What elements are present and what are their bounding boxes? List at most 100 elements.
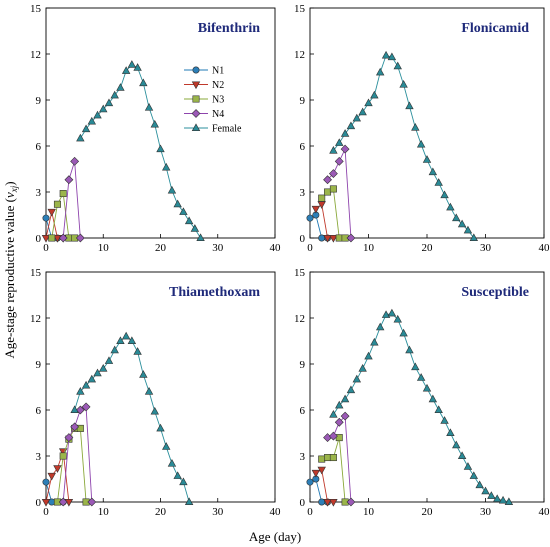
y-tick-label: 15 <box>294 3 306 15</box>
legend-label: N3 <box>212 95 224 106</box>
data-point <box>81 124 91 133</box>
data-point <box>48 234 56 242</box>
data-point <box>498 495 508 504</box>
data-point <box>58 233 68 243</box>
x-tick-label: 20 <box>155 506 167 518</box>
x-tick-label: 30 <box>212 506 224 518</box>
data-point <box>324 188 332 196</box>
data-point <box>440 416 449 424</box>
data-point <box>173 471 182 479</box>
data-point <box>93 110 102 119</box>
data-point <box>434 405 443 414</box>
data-point <box>184 216 194 225</box>
panel-title: Susceptible <box>461 285 529 300</box>
data-point <box>99 104 108 113</box>
data-point <box>144 103 154 111</box>
data-point <box>329 409 338 418</box>
data-point <box>323 235 332 243</box>
data-point <box>64 433 74 443</box>
x-tick-label: 10 <box>98 242 110 254</box>
data-point <box>434 178 443 186</box>
y-axis-title: Age-stage reproductive value (vxj) <box>2 181 19 358</box>
series-n2 <box>41 448 74 507</box>
data-point <box>446 202 455 211</box>
y-tick-label: 9 <box>300 95 306 107</box>
data-point <box>335 400 344 409</box>
x-tick-label: 0 <box>307 242 313 254</box>
data-point <box>370 337 379 346</box>
data-point <box>184 497 194 506</box>
data-point <box>81 380 91 389</box>
data-point <box>329 185 337 193</box>
data-point <box>352 113 362 122</box>
y-tick-label: 15 <box>294 267 306 279</box>
data-point <box>375 322 385 331</box>
x-axis-title: Age (day) <box>249 529 301 544</box>
data-point <box>323 175 332 185</box>
series-female <box>76 60 205 241</box>
data-point <box>469 471 479 479</box>
data-point <box>70 156 80 166</box>
legend-entry-n4: N4 <box>184 109 224 120</box>
x-tick-label: 10 <box>98 506 110 518</box>
data-point <box>162 442 171 450</box>
series-n2 <box>311 466 338 507</box>
data-point <box>306 214 314 222</box>
data-point <box>375 67 385 76</box>
y-tick-label: 15 <box>30 267 42 279</box>
x-tick-label: 0 <box>43 506 49 518</box>
y-tick-label: 6 <box>300 141 306 153</box>
plot-frame <box>309 7 545 239</box>
data-point <box>58 497 68 507</box>
data-point <box>329 454 337 462</box>
series-n3 <box>318 434 349 506</box>
y-tick-label: 9 <box>36 359 42 371</box>
data-point <box>150 119 159 128</box>
data-point <box>42 214 50 222</box>
data-point <box>463 225 473 234</box>
data-point <box>399 80 408 88</box>
x-tick-label: 30 <box>480 506 492 518</box>
data-point <box>127 336 137 345</box>
data-point <box>411 362 420 371</box>
data-point <box>76 133 85 142</box>
data-point <box>64 498 74 507</box>
series-line <box>62 161 81 239</box>
data-point <box>457 219 467 228</box>
data-point <box>133 63 142 71</box>
legend-marker <box>191 123 201 131</box>
data-point <box>162 162 171 171</box>
data-point <box>446 428 455 437</box>
data-point <box>328 169 338 179</box>
series-line <box>321 437 346 503</box>
y-tick-label: 15 <box>30 3 42 15</box>
legend-marker <box>192 66 200 74</box>
legend-entry-n3: N3 <box>184 95 224 106</box>
legend-entry-female: Female <box>184 123 242 135</box>
y-tick-label: 3 <box>300 187 306 199</box>
series-line <box>315 203 334 239</box>
data-point <box>41 498 51 507</box>
data-point <box>323 498 332 507</box>
data-point <box>422 155 432 163</box>
data-point <box>156 144 165 153</box>
data-point <box>318 455 326 463</box>
x-tick-label: 0 <box>43 242 49 254</box>
series-n3 <box>318 185 349 242</box>
series-line <box>57 427 87 503</box>
data-point <box>121 66 131 74</box>
y-tick-label: 12 <box>294 49 305 61</box>
data-point <box>393 61 402 70</box>
legend-label: N4 <box>212 109 224 120</box>
y-tick-label: 12 <box>294 313 305 325</box>
data-point <box>452 440 461 449</box>
legend-label: N1 <box>212 66 224 77</box>
x-tick-label: 20 <box>422 506 434 518</box>
data-point <box>324 454 332 462</box>
data-point <box>370 90 379 99</box>
data-point <box>59 190 67 198</box>
x-tick-label: 30 <box>480 242 492 254</box>
series-line <box>321 188 346 239</box>
x-tick-label: 30 <box>212 242 224 254</box>
